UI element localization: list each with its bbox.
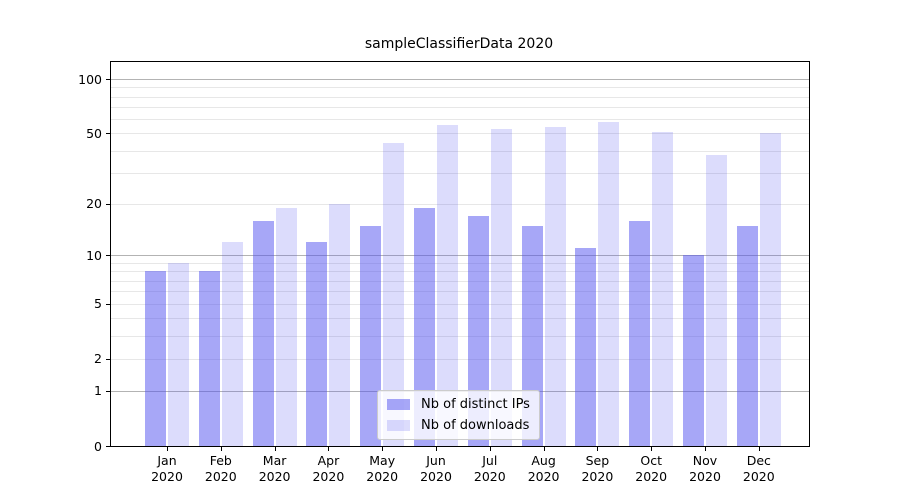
y-tick-mark (106, 133, 110, 135)
legend-item-distinct-ips: Nb of distinct IPs (387, 395, 530, 414)
bar (329, 203, 351, 446)
x-tick-mark (436, 447, 437, 451)
y-gridline-minor (111, 291, 809, 293)
y-tick-mark (106, 203, 110, 205)
x-tick-mark (489, 447, 491, 451)
chart-title: sampleClassifierData 2020 (364, 36, 554, 52)
y-tick-label: 0 (94, 438, 102, 454)
bar (736, 225, 758, 446)
y-gridline-minor (111, 203, 809, 205)
x-tick-label: Jul 2020 (473, 453, 506, 484)
bar (759, 133, 781, 446)
x-tick-label: Sep 2020 (581, 453, 614, 484)
x-tick-label: Oct 2020 (635, 453, 668, 484)
x-tick-mark (382, 447, 384, 451)
x-tick-mark (220, 447, 222, 451)
x-tick-label: Feb 2020 (204, 453, 237, 484)
bar (490, 128, 512, 446)
x-tick-mark (597, 447, 599, 451)
legend-swatch-downloads (387, 420, 410, 431)
y-gridline-minor (111, 96, 809, 98)
legend-swatch-distinct-ips (387, 399, 410, 410)
bar (275, 207, 297, 446)
y-tick-label: 2 (94, 351, 102, 367)
y-gridline-major (111, 79, 809, 80)
x-tick-label: Nov 2020 (689, 453, 721, 484)
bar (306, 242, 328, 446)
y-tick-label: 10 (86, 247, 102, 263)
bar (145, 271, 166, 446)
bar (629, 220, 651, 446)
y-gridline-minor (111, 271, 809, 273)
y-gridline-minor (111, 303, 809, 305)
bar (414, 207, 435, 446)
y-tick-label: 5 (94, 296, 102, 311)
x-tick-label: Aug 2020 (527, 453, 560, 484)
y-gridline-minor (111, 119, 809, 121)
y-tick-mark (106, 446, 110, 447)
x-tick-mark (758, 447, 760, 451)
y-tick-label: 100 (78, 71, 102, 87)
bar (467, 216, 489, 446)
bar (683, 255, 704, 446)
x-tick-mark (167, 447, 168, 451)
y-gridline-minor (111, 318, 809, 319)
y-gridline-minor (111, 150, 809, 152)
bar (437, 124, 458, 446)
y-gridline-minor (111, 133, 809, 135)
x-tick-label: Jun 2020 (420, 453, 452, 484)
bar (652, 131, 674, 446)
y-tick-mark (106, 255, 110, 257)
y-gridline-minor (111, 280, 809, 282)
y-gridline-minor (111, 87, 809, 89)
y-tick-label: 1 (94, 383, 102, 399)
y-tick-mark (106, 79, 110, 80)
bar (575, 248, 597, 446)
y-tick-mark (106, 303, 110, 305)
bar (360, 225, 382, 446)
legend-label-distinct-ips: Nb of distinct IPs (421, 397, 530, 412)
bar (383, 143, 405, 446)
y-tick-mark (106, 390, 110, 392)
y-gridline-minor (111, 107, 809, 108)
x-tick-mark (274, 447, 276, 451)
bar (168, 262, 189, 446)
y-gridline-minor (111, 358, 809, 360)
y-gridline-major (111, 255, 809, 257)
bar (544, 127, 566, 446)
y-tick-label: 20 (86, 196, 102, 212)
legend-item-downloads: Nb of downloads (387, 416, 530, 435)
y-tick-mark (106, 358, 110, 360)
x-tick-label: Mar 2020 (258, 453, 291, 484)
y-tick-label: 50 (86, 125, 102, 141)
x-tick-label: May 2020 (366, 453, 399, 484)
y-gridline-minor (111, 262, 809, 264)
x-tick-mark (543, 447, 545, 451)
x-tick-label: Apr 2020 (312, 453, 345, 484)
x-tick-mark (651, 447, 653, 451)
y-gridline-minor (111, 335, 809, 337)
bar (706, 154, 727, 446)
bar (598, 121, 620, 446)
bar (221, 242, 243, 446)
y-gridline-minor (111, 172, 809, 174)
x-tick-label: Dec 2020 (742, 453, 775, 484)
legend: Nb of distinct IPs Nb of downloads (377, 390, 540, 440)
x-tick-mark (705, 447, 706, 451)
legend-label-downloads: Nb of downloads (421, 418, 530, 433)
bar (252, 220, 274, 446)
bar (198, 271, 220, 446)
plot-area (110, 61, 810, 447)
x-tick-mark (328, 447, 330, 451)
x-tick-label: Jan 2020 (151, 453, 183, 484)
